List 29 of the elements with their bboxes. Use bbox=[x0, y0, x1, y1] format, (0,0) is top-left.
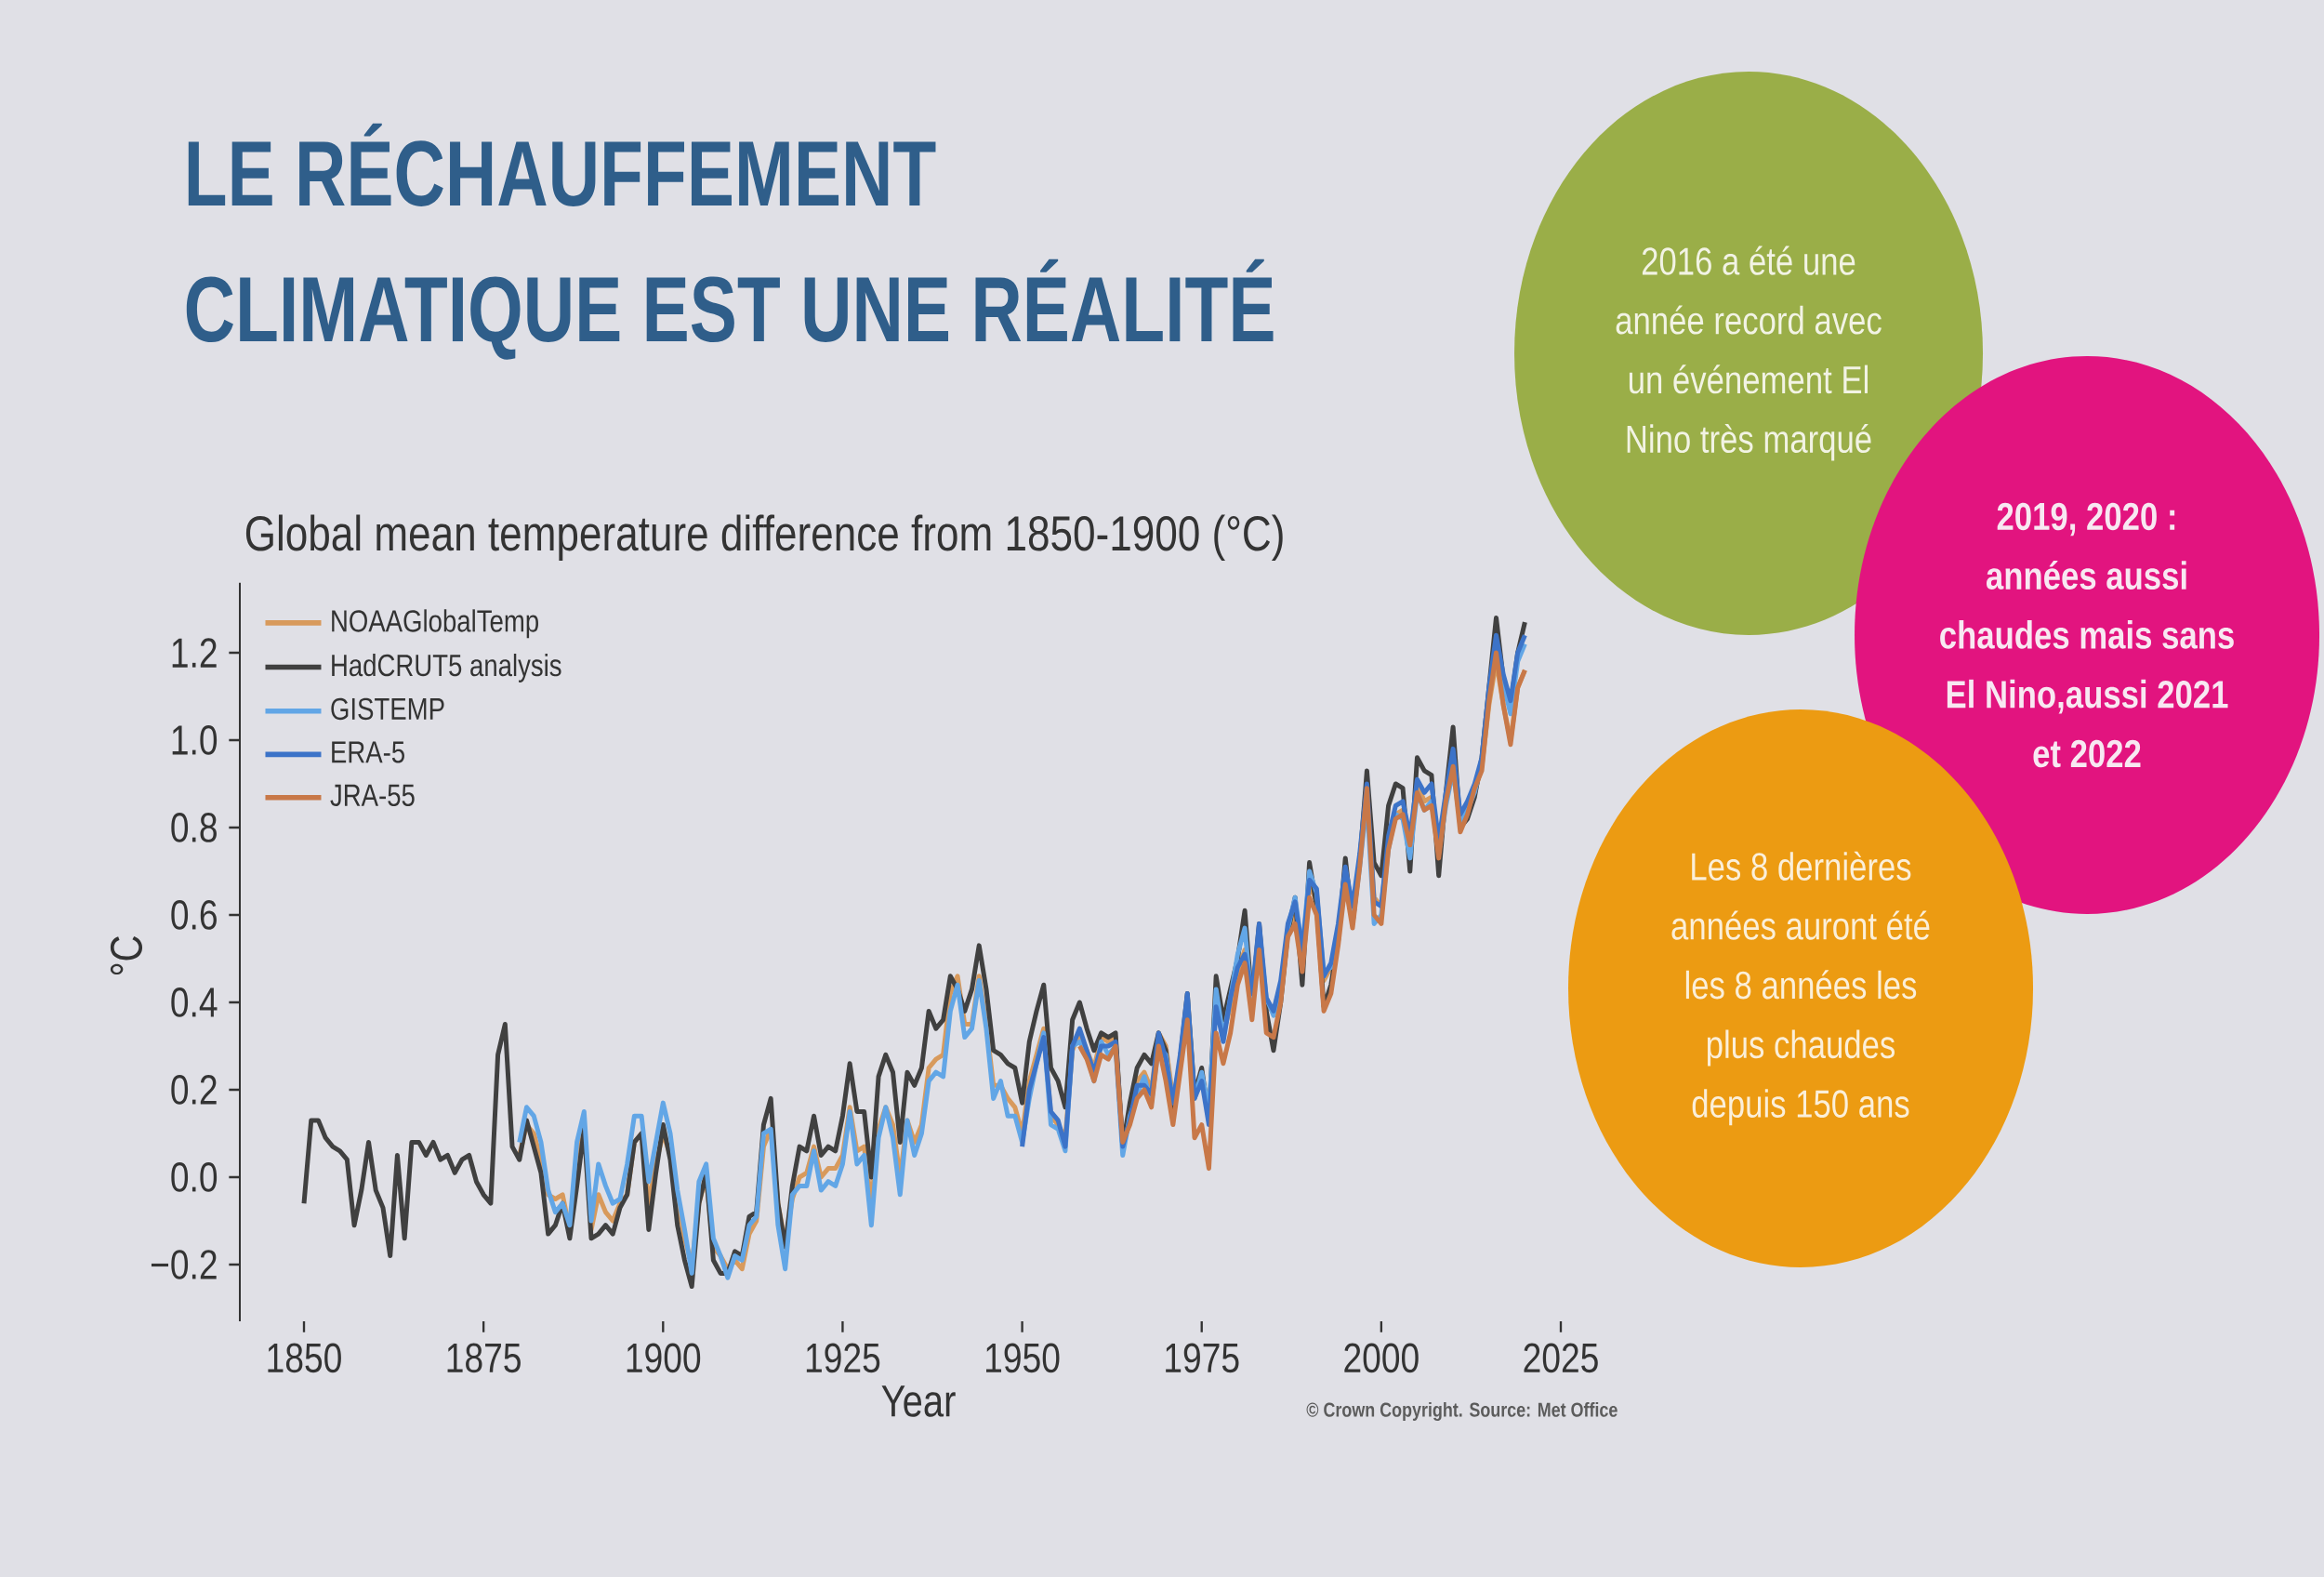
y-tick-label: 0.0 bbox=[171, 1162, 218, 1192]
y-tick-label: 0.4 bbox=[171, 987, 218, 1017]
y-tick-label: −0.2 bbox=[151, 1250, 217, 1279]
legend-label: JRA-55 bbox=[330, 784, 415, 807]
x-tick-label: 2025 bbox=[1524, 1343, 1598, 1373]
x-tick-label: 1950 bbox=[986, 1343, 1060, 1373]
x-axis-title: Year bbox=[881, 1385, 956, 1417]
text: © Crown Copyright. Source: Met Office bbox=[1306, 1401, 1618, 1422]
legend-label: HadCRUT5 analysis bbox=[332, 653, 561, 682]
x-tick-label: 1850 bbox=[268, 1343, 341, 1373]
y-tick-label: 0.2 bbox=[171, 1075, 217, 1105]
x-tick-label: 1925 bbox=[806, 1343, 880, 1373]
y-tick-label: 0.6 bbox=[171, 900, 217, 930]
text: 2019, 2020 : années aussi chaudes mais sans El Nino,aussi 2021 et 2022 bbox=[1940, 502, 2234, 768]
y-tick-label: 1.0 bbox=[172, 725, 218, 755]
x-tick-label: 1975 bbox=[1166, 1343, 1239, 1373]
x-tick-label: 1875 bbox=[447, 1343, 521, 1373]
text: 2016 a été une année record avec un événement El Nino très marqué bbox=[1616, 245, 1882, 461]
x-tick-label: 1900 bbox=[627, 1343, 701, 1373]
y-tick-label: 0.8 bbox=[171, 813, 217, 842]
legend-label: ERA-5 bbox=[332, 741, 404, 763]
text: Les 8 dernières années auront été les 8 années les plus chaudes depuis 150 ans bbox=[1671, 851, 1930, 1126]
y-axis-title: °C bbox=[110, 936, 143, 975]
legend-label: GISTEMP bbox=[331, 697, 444, 721]
chart-title: LE RÉCHAUFFEMENT CLIMATIQUE EST UNE RÉALITÉ bbox=[186, 123, 1274, 360]
x-tick-label: 2000 bbox=[1344, 1343, 1419, 1373]
y-tick-label: 1.2 bbox=[172, 638, 217, 668]
chart-subtitle: Global mean temperature difference from 1850-1900 (°C) bbox=[245, 514, 1283, 562]
legend-label: NOAAGlobalTemp bbox=[332, 609, 538, 639]
